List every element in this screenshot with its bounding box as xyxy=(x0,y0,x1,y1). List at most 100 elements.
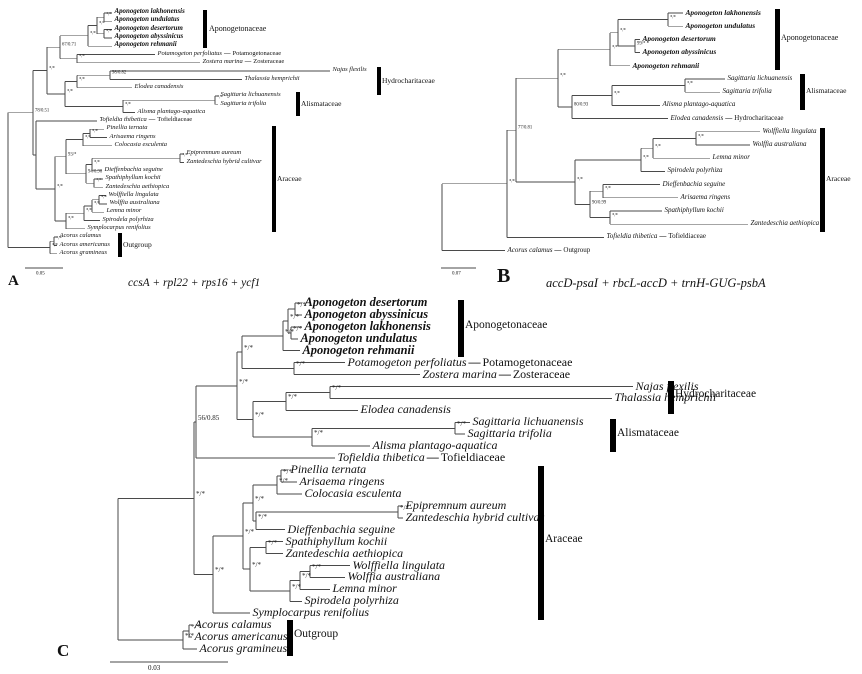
taxon-name: Aponogeton undulatus xyxy=(114,16,180,24)
taxon-name: Aponogeton desertorum xyxy=(304,294,428,309)
taxon-name: Acorus calamus xyxy=(194,617,272,632)
taxon-label: Lemna minor xyxy=(713,154,751,161)
family-dash: — xyxy=(498,366,511,381)
taxon-label: Sagittaria trifolia xyxy=(723,88,772,95)
taxon-label: Aponogeton undulatus xyxy=(301,331,418,344)
support-value: 98/0.82 xyxy=(111,69,126,76)
support-value: 78/0.51 xyxy=(34,107,49,113)
taxon-name: Sagittaria lichuanensis xyxy=(472,414,584,429)
support-value: */* xyxy=(56,183,63,189)
taxon-name: Epipremnum aureum xyxy=(405,497,507,512)
taxon-name: Sagittaria lichuanensis xyxy=(220,91,281,99)
support-value: */* xyxy=(124,101,131,107)
taxon-label: Aponogeton desertorum xyxy=(643,35,716,42)
taxon-label: Elodea canadensis — Hydrocharitaceae xyxy=(670,113,784,122)
taxon-name: Elodea canadensis xyxy=(670,113,724,122)
taxon-name: Epipremnum aureum xyxy=(186,149,242,157)
support-value: */* xyxy=(697,133,704,139)
taxon-name: Acorus calamus xyxy=(507,245,553,254)
family-bar xyxy=(272,126,276,232)
family-tag: Potamogetonaceae xyxy=(482,354,573,369)
family-bar xyxy=(775,9,780,70)
taxon-label: Aponogeton abyssinicus xyxy=(305,308,429,320)
support-value: */* xyxy=(613,90,620,96)
taxon-label: Aponogeton rehmanii xyxy=(633,61,700,69)
family-label: Aponogetonaceae xyxy=(781,32,839,42)
support-value: 90/0.99 xyxy=(591,199,606,205)
family-bar xyxy=(377,67,381,95)
support-value: */* xyxy=(604,185,611,192)
family-bar xyxy=(118,233,122,257)
panel-b-caption: accD-psaI + rbcL-accD + trnH-GUG-psbA xyxy=(546,276,766,290)
taxon-label: Acorus gramineus xyxy=(59,248,107,257)
taxon-name: Aponogeton abyssinicus xyxy=(114,32,184,40)
family-label: Alismataceae xyxy=(301,98,342,108)
family-dash: — xyxy=(659,232,667,241)
support-value: */* xyxy=(55,235,62,242)
family-dash: — xyxy=(725,113,733,122)
taxon-name: Wolffiella lingulata xyxy=(762,126,817,135)
taxon-name: Wolffia australiana xyxy=(109,199,160,207)
taxon-name: Lemna minor xyxy=(712,153,751,162)
support-value: */* xyxy=(85,207,92,214)
taxon-name: Acorus calamus xyxy=(59,232,102,240)
taxon-name: Tofieldia thibetica xyxy=(606,232,658,241)
panel-a-letter: A xyxy=(8,273,19,289)
taxon-name: Dieffenbachia seguine xyxy=(287,521,396,536)
taxon-label: Sagittaria trifolia xyxy=(220,99,267,108)
taxon-name: Arisaema ringens xyxy=(299,474,385,489)
taxon-label: Spathiphyllum kochii xyxy=(106,174,161,182)
taxon-name: Aponogeton abyssinicus xyxy=(304,306,429,321)
taxon-name: Alisma plantago-aquatica xyxy=(137,107,206,115)
taxon-label: Spirodela polyrhiza xyxy=(103,216,154,224)
taxon-label: Elodea canadensis xyxy=(361,403,451,415)
taxon-label: Najas flexilis xyxy=(333,67,367,74)
support-value: */* xyxy=(216,94,223,101)
taxon-label: Spirodela polyrhiza xyxy=(305,594,399,606)
support-value: */* xyxy=(279,476,288,485)
taxon-name: Colocasia esculenta xyxy=(114,141,168,149)
support-value: */* xyxy=(285,327,294,336)
taxon-label: Lemna minor xyxy=(107,208,142,215)
support-value: 94/0.98 xyxy=(87,168,102,174)
taxon-name: Elodea canadensis xyxy=(360,402,451,417)
family-tag: Zosteraceae xyxy=(253,58,285,66)
family-dash: — xyxy=(244,58,252,66)
taxon-label: Elodea canadensis xyxy=(135,83,184,91)
family-label: Araceae xyxy=(826,173,851,183)
taxon-label: Pinellia ternata xyxy=(107,125,148,132)
taxon-label: Acorus calamus — Outgroup xyxy=(507,245,591,254)
family-label: Araceae xyxy=(545,532,583,545)
support-value: */* xyxy=(332,384,341,393)
support-value: */* xyxy=(654,143,661,149)
taxon-label: Aponogeton undulatus xyxy=(114,16,180,24)
taxon-name: Aponogeton lakhonensis xyxy=(114,7,185,15)
taxon-name: Sagittaria trifolia xyxy=(467,426,552,441)
support-value: */* xyxy=(293,324,302,333)
family-label: Hydrocharitaceae xyxy=(675,387,757,400)
support-value: */* xyxy=(290,312,299,321)
taxon-name: Zantedeschia hybrid cultivar xyxy=(405,509,545,524)
taxon-name: Aponogeton desertorum xyxy=(642,34,716,44)
family-bar xyxy=(668,381,674,414)
taxon-name: Wolffiella lingulata xyxy=(352,557,446,572)
taxon-name: Aponogeton undulatus xyxy=(685,20,756,30)
taxon-label: Symplocarpus renifolius xyxy=(88,224,151,232)
taxon-name: Acorus gramineus xyxy=(59,248,107,256)
taxon-label: Epipremnum aureum xyxy=(406,499,507,511)
taxon-label: Sagittaria trifolia xyxy=(468,427,552,439)
taxon-label: Epipremnum aureum xyxy=(187,150,242,157)
taxon-label: Lemna minor xyxy=(333,582,397,594)
taxon-name: Spathiphyllum kochii xyxy=(285,533,388,548)
taxon-name: Sagittaria trifolia xyxy=(220,99,267,107)
taxon-label: Sagittaria lichuanensis xyxy=(728,74,793,82)
taxon-name: Potamogeton perfoliatus xyxy=(157,49,222,57)
taxon-name: Aponogeton lakhonensis xyxy=(304,318,431,333)
support-value: */* xyxy=(400,503,409,512)
taxon-label: Aponogeton lakhonensis xyxy=(305,320,431,332)
taxon-name: Pinellia ternata xyxy=(106,124,148,132)
support-value: */* xyxy=(669,14,676,20)
taxon-name: Tofieldia thibetica xyxy=(337,450,425,465)
taxon-label: Sagittaria lichuanensis xyxy=(473,415,584,427)
taxon-name: Sagittaria trifolia xyxy=(722,87,772,96)
